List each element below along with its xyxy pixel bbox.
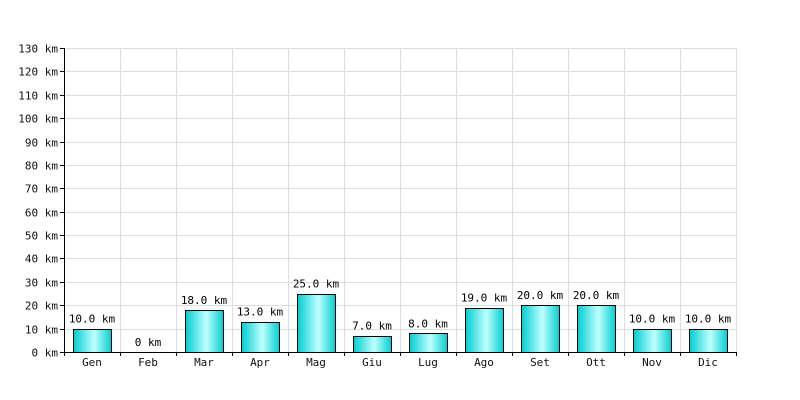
x-tick-label: Feb xyxy=(138,356,158,369)
data-label: 20.0 km xyxy=(517,289,564,302)
bar-dic xyxy=(689,329,728,353)
bars xyxy=(73,294,728,353)
x-tick-label: Mar xyxy=(194,356,214,369)
axes xyxy=(60,48,737,356)
y-tick-label: 0 km xyxy=(32,347,59,360)
bar-mar xyxy=(185,310,224,353)
bar-mag xyxy=(297,294,336,353)
x-tick-label: Dic xyxy=(698,356,718,369)
data-label: 0 km xyxy=(135,336,162,349)
bar-lug xyxy=(409,333,448,353)
bar-gen xyxy=(73,329,112,353)
y-tick-label: 40 km xyxy=(25,253,58,266)
y-tick-label: 90 km xyxy=(25,137,58,150)
x-tick-label: Ago xyxy=(474,356,494,369)
y-tick-label: 100 km xyxy=(18,113,58,126)
x-tick-label: Nov xyxy=(642,356,662,369)
x-tick-label: Apr xyxy=(250,356,270,369)
grid xyxy=(64,48,737,353)
y-tick-label: 120 km xyxy=(18,66,58,79)
bar-ott xyxy=(577,305,616,353)
x-tick-label: Ott xyxy=(586,356,606,369)
data-label: 8.0 km xyxy=(408,317,448,330)
y-tick-label: 130 km xyxy=(18,43,58,56)
x-tick-label: Giu xyxy=(362,356,382,369)
data-label: 13.0 km xyxy=(237,306,284,319)
y-tick-label: 80 km xyxy=(25,160,58,173)
data-labels: 10.0 km 0 km 18.0 km 13.0 km 25.0 km 7.0 km 8.… xyxy=(69,278,732,349)
bar-ago xyxy=(465,308,504,353)
y-tick-label: 70 km xyxy=(25,183,58,196)
data-label: 7.0 km xyxy=(352,320,392,333)
y-tick-label: 30 km xyxy=(25,277,58,290)
y-tick-label: 60 km xyxy=(25,207,58,220)
data-label: 20.0 km xyxy=(573,289,620,302)
data-label: 19.0 km xyxy=(461,292,508,305)
bar-nov xyxy=(633,329,672,353)
data-label: 25.0 km xyxy=(293,278,340,291)
x-tick-label: Set xyxy=(530,356,550,369)
x-tick-label: Mag xyxy=(306,356,326,369)
data-label: 10.0 km xyxy=(69,313,116,326)
y-tick-label: 10 km xyxy=(25,324,58,337)
bar-giu xyxy=(353,336,392,353)
bar-apr xyxy=(241,322,280,353)
x-tick-label: Gen xyxy=(82,356,102,369)
data-label: 10.0 km xyxy=(629,313,676,326)
bar-set xyxy=(521,305,560,353)
data-label: 10.0 km xyxy=(685,313,732,326)
data-label: 18.0 km xyxy=(181,294,228,307)
x-tick-labels: Gen Feb Mar Apr Mag Giu Lug Ago Set Ott Nov Dic xyxy=(82,356,718,369)
x-tick-label: Lug xyxy=(418,356,438,369)
y-tick-label: 110 km xyxy=(18,90,58,103)
y-tick-labels: 0 km 10 km 20 km 30 km 40 km 50 km 60 km 70 km 8… xyxy=(18,43,58,360)
y-tick-label: 20 km xyxy=(25,300,58,313)
y-tick-label: 50 km xyxy=(25,230,58,243)
